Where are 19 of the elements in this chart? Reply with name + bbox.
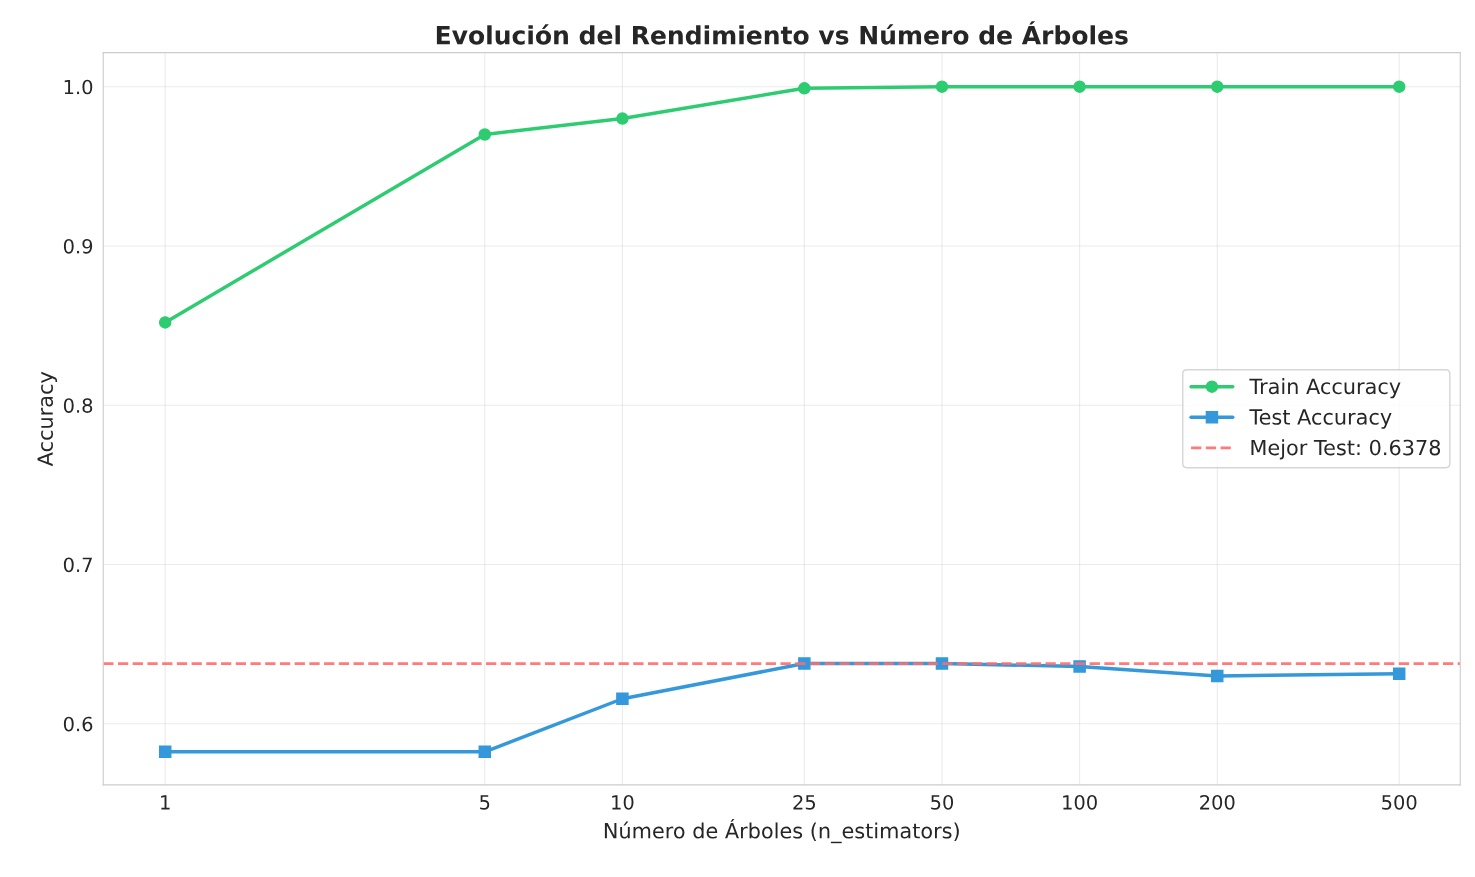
x-tick-label: 25 <box>793 794 816 810</box>
x-tick-label: 50 <box>931 794 954 810</box>
y-tick-label: 0.6 <box>63 716 93 732</box>
legend-label: Test Accuracy <box>1249 409 1392 429</box>
x-tick-label: 5 <box>480 795 490 810</box>
x-tick-label: 500 <box>1382 794 1417 810</box>
y-axis-title: Accuracy <box>37 371 58 467</box>
x-tick-label: 100 <box>1063 794 1097 810</box>
legend-label: Train Accuracy <box>1249 378 1401 399</box>
legend-label: Mejor Test: 0.6378 <box>1251 439 1441 460</box>
y-tick-label: 0.8 <box>63 398 93 413</box>
x-tick-label: 200 <box>1200 794 1235 810</box>
x-axis-title: Número de Árboles (n_estimators) <box>604 819 959 844</box>
x-tick-label: 1 <box>161 795 170 810</box>
y-tick-label: 0.7 <box>63 557 92 573</box>
x-tick-label: 10 <box>612 794 634 810</box>
y-tick-label: 1.0 <box>64 79 93 95</box>
chart-title: Evolución del Rendimiento vs Número de Árboles <box>436 21 1128 45</box>
y-tick-label: 0.9 <box>63 238 93 254</box>
